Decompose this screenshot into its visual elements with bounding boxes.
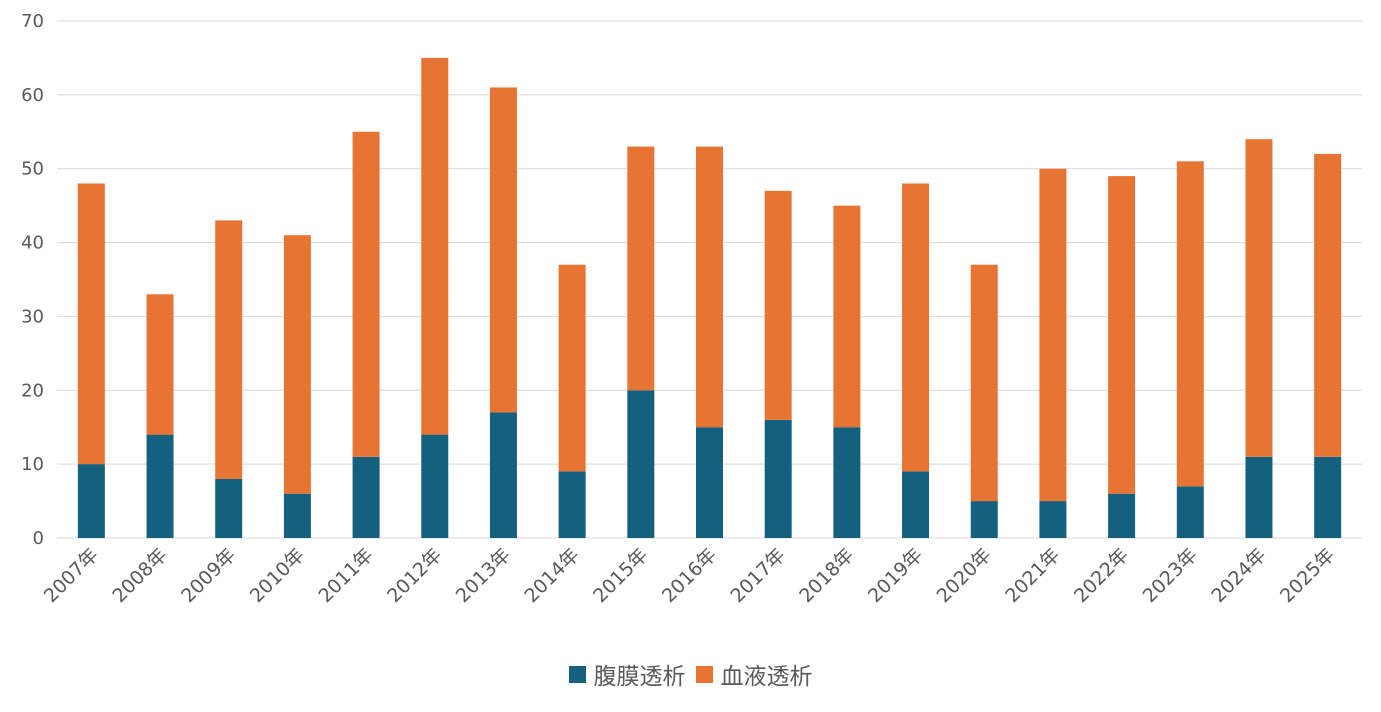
bar-2011年-series-0 <box>352 456 380 538</box>
bar-2016年-series-1 <box>696 146 723 428</box>
bar-2007年-series-0 <box>77 464 105 538</box>
bar-2017年-series-1 <box>764 190 792 420</box>
x-tick-label-2022年: 2022年 <box>1070 544 1133 607</box>
x-tick-label-2012年: 2012年 <box>383 544 446 607</box>
legend-swatch-hemodialysis <box>695 665 713 683</box>
bar-2013年-series-1 <box>489 87 517 413</box>
bar-2013年-series-0 <box>489 412 517 538</box>
bar-2018年-series-0 <box>833 427 861 538</box>
x-tick-label-2015年: 2015年 <box>589 544 652 607</box>
x-tick-label-2008年: 2008年 <box>108 544 171 607</box>
x-tick-label-2018年: 2018年 <box>795 544 858 607</box>
bar-2022年-series-0 <box>1108 493 1136 538</box>
x-tick-label-2010年: 2010年 <box>246 544 309 607</box>
bar-2008年-series-1 <box>146 294 174 435</box>
bar-2010年-series-1 <box>283 235 311 494</box>
bar-2022年-series-1 <box>1108 176 1136 494</box>
bar-2021年-series-0 <box>1039 501 1067 538</box>
bar-2019年-series-0 <box>902 471 930 538</box>
bar-2008年-series-0 <box>146 434 174 538</box>
legend-item-hemodialysis: 血液透析 <box>695 657 813 691</box>
bar-2009年-series-0 <box>215 478 243 538</box>
bar-2020年-series-1 <box>970 264 998 502</box>
bar-2012年-series-0 <box>421 434 449 538</box>
bar-2021年-series-1 <box>1039 168 1067 502</box>
bar-2010年-series-0 <box>283 493 311 538</box>
bar-2007年-series-1 <box>77 183 105 465</box>
x-tick-label-2014年: 2014年 <box>520 544 583 607</box>
y-tick-label-60: 60 <box>21 85 44 106</box>
bar-2014年-series-1 <box>558 264 586 472</box>
bar-2018年-series-1 <box>833 205 861 428</box>
bar-2015年-series-1 <box>627 146 655 391</box>
y-tick-label-70: 70 <box>21 11 44 32</box>
x-tick-label-2019年: 2019年 <box>864 544 927 607</box>
x-tick-label-2023年: 2023年 <box>1139 544 1202 607</box>
bar-2023年-series-1 <box>1176 161 1204 487</box>
legend-label-hemodialysis: 血液透析 <box>720 664 813 690</box>
bar-2009年-series-1 <box>215 220 243 479</box>
x-tick-label-2020年: 2020年 <box>933 544 996 607</box>
bar-2011年-series-1 <box>352 131 380 457</box>
y-tick-label-40: 40 <box>21 233 44 254</box>
x-tick-label-2009年: 2009年 <box>177 544 240 607</box>
bar-2024年-series-0 <box>1245 456 1273 538</box>
x-tick-label-2025年: 2025年 <box>1276 544 1339 607</box>
x-tick-label-2021年: 2021年 <box>1001 544 1064 607</box>
x-tick-label-2017年: 2017年 <box>727 544 790 607</box>
x-tick-label-2016年: 2016年 <box>658 544 721 607</box>
bar-2014年-series-0 <box>558 471 586 538</box>
x-tick-label-2011年: 2011年 <box>314 544 377 607</box>
bar-2019年-series-1 <box>902 183 930 472</box>
y-tick-label-50: 50 <box>21 159 44 180</box>
x-tick-label-2007年: 2007年 <box>40 544 103 607</box>
legend-swatch-peritoneal <box>568 665 586 683</box>
y-tick-label-0: 0 <box>33 528 44 549</box>
bar-2017年-series-0 <box>764 419 792 538</box>
bar-2020年-series-0 <box>970 501 998 538</box>
bar-2025年-series-1 <box>1314 153 1342 457</box>
bar-2015年-series-0 <box>627 390 655 538</box>
y-tick-label-10: 10 <box>21 454 44 475</box>
legend: 腹膜透析 血液透析 <box>0 657 1381 691</box>
stacked-bar-chart: 0 10 20 30 40 50 60 70 2007年 2008年 2009年 2010年 2011年… <box>21 11 1362 607</box>
y-tick-label-30: 30 <box>21 306 44 327</box>
x-tick-label-2024年: 2024年 <box>1207 544 1270 607</box>
bar-2024年-series-1 <box>1245 139 1273 457</box>
bar-2012年-series-1 <box>421 57 449 435</box>
bar-2025年-series-0 <box>1314 456 1342 538</box>
bar-2016年-series-0 <box>696 427 723 538</box>
legend-item-peritoneal: 腹膜透析 <box>568 657 686 691</box>
bar-2023年-series-0 <box>1176 486 1204 538</box>
x-tick-label-2013年: 2013年 <box>452 544 515 607</box>
y-tick-label-20: 20 <box>21 380 44 401</box>
legend-label-peritoneal: 腹膜透析 <box>593 664 686 690</box>
